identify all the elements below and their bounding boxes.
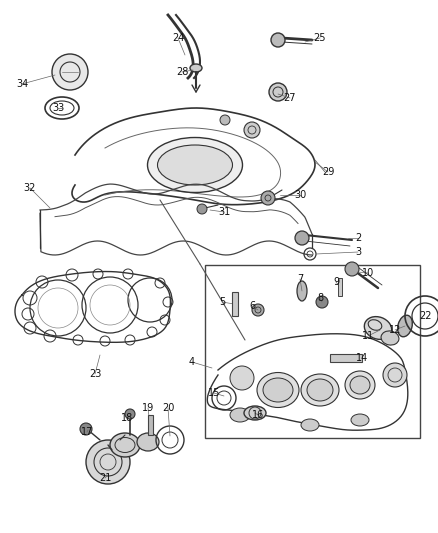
Ellipse shape: [297, 281, 307, 301]
Circle shape: [316, 296, 328, 308]
Text: 3: 3: [355, 247, 361, 257]
Circle shape: [244, 122, 260, 138]
Text: 32: 32: [24, 183, 36, 193]
Circle shape: [383, 363, 407, 387]
Text: 2: 2: [355, 233, 361, 243]
Ellipse shape: [381, 331, 399, 345]
Text: 25: 25: [314, 33, 326, 43]
Ellipse shape: [110, 433, 140, 457]
Text: 23: 23: [89, 369, 101, 379]
Circle shape: [271, 33, 285, 47]
Ellipse shape: [190, 64, 202, 72]
Ellipse shape: [345, 371, 375, 399]
Text: 16: 16: [252, 410, 264, 420]
Text: 7: 7: [297, 274, 303, 284]
Ellipse shape: [351, 414, 369, 426]
Text: 21: 21: [99, 473, 111, 483]
Circle shape: [345, 262, 359, 276]
Text: 6: 6: [249, 301, 255, 311]
Text: 15: 15: [208, 388, 220, 398]
Ellipse shape: [301, 374, 339, 406]
Text: 19: 19: [142, 403, 154, 413]
Circle shape: [269, 83, 287, 101]
Ellipse shape: [137, 433, 159, 451]
Ellipse shape: [301, 419, 319, 431]
Circle shape: [86, 440, 130, 484]
Circle shape: [261, 191, 275, 205]
Text: 10: 10: [362, 268, 374, 278]
Circle shape: [252, 304, 264, 316]
Ellipse shape: [257, 373, 299, 408]
Text: 33: 33: [52, 103, 64, 113]
Ellipse shape: [307, 379, 333, 401]
Text: 27: 27: [284, 93, 296, 103]
Text: 11: 11: [362, 331, 374, 341]
Bar: [232, 292, 238, 316]
Ellipse shape: [148, 138, 243, 192]
Circle shape: [230, 366, 254, 390]
Text: 28: 28: [176, 67, 188, 77]
Text: 12: 12: [389, 325, 401, 335]
Text: 34: 34: [16, 79, 28, 89]
Text: 5: 5: [219, 297, 225, 307]
Text: 31: 31: [218, 207, 230, 217]
Ellipse shape: [350, 376, 370, 394]
Bar: [148, 415, 153, 435]
Text: 9: 9: [333, 277, 339, 287]
Ellipse shape: [230, 408, 250, 422]
Text: 14: 14: [356, 353, 368, 363]
Bar: [338, 278, 342, 296]
Bar: [205, 265, 420, 438]
Circle shape: [52, 54, 88, 90]
Text: 4: 4: [189, 357, 195, 367]
Text: 29: 29: [322, 167, 334, 177]
Text: 17: 17: [81, 427, 93, 437]
Ellipse shape: [398, 315, 412, 337]
Text: 8: 8: [317, 293, 323, 303]
Circle shape: [125, 409, 135, 419]
Ellipse shape: [158, 145, 233, 185]
Circle shape: [80, 423, 92, 435]
Circle shape: [197, 204, 207, 214]
Text: 22: 22: [419, 311, 431, 321]
Text: 20: 20: [162, 403, 174, 413]
Ellipse shape: [263, 378, 293, 402]
Text: 18: 18: [121, 413, 133, 423]
Text: 30: 30: [294, 190, 306, 200]
Bar: [330, 354, 362, 362]
Circle shape: [295, 231, 309, 245]
Circle shape: [220, 115, 230, 125]
Ellipse shape: [364, 317, 392, 340]
Text: 24: 24: [172, 33, 184, 43]
Ellipse shape: [244, 406, 266, 420]
